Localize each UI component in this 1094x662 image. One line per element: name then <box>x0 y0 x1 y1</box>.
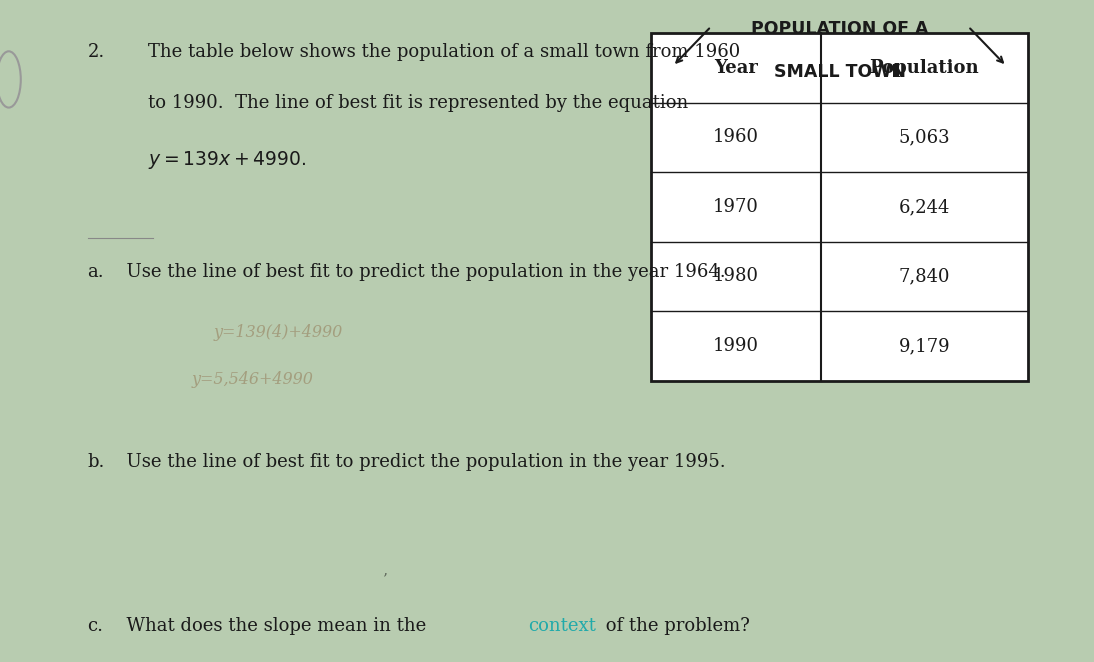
Text: 7,840: 7,840 <box>898 267 951 285</box>
Text: b.: b. <box>88 453 105 471</box>
Text: Population: Population <box>870 59 979 77</box>
Text: c.: c. <box>88 617 104 635</box>
Text: The table below shows the population of a small town from 1960: The table below shows the population of … <box>148 43 740 61</box>
Text: y=5,546+4990: y=5,546+4990 <box>191 371 313 388</box>
Text: Use the line of best fit to predict the population in the year 1995.: Use the line of best fit to predict the … <box>115 453 725 471</box>
Text: 1960: 1960 <box>712 128 759 146</box>
Text: 1980: 1980 <box>712 267 759 285</box>
Text: 1970: 1970 <box>713 198 758 216</box>
Text: context: context <box>528 617 596 635</box>
Text: 1990: 1990 <box>712 337 759 355</box>
Text: What does the slope mean in the: What does the slope mean in the <box>115 617 432 635</box>
Text: $y = 139x + 4990.$: $y = 139x + 4990.$ <box>148 149 305 171</box>
Text: Year: Year <box>713 59 758 77</box>
Text: y=139(4)+4990: y=139(4)+4990 <box>213 324 342 342</box>
Text: ’: ’ <box>383 573 387 587</box>
Ellipse shape <box>0 51 21 107</box>
Text: 6,244: 6,244 <box>899 198 950 216</box>
Text: POPULATION OF A: POPULATION OF A <box>750 20 929 38</box>
Text: to 1990.  The line of best fit is represented by the equation: to 1990. The line of best fit is represe… <box>148 94 688 112</box>
Text: of the problem?: of the problem? <box>600 617 749 635</box>
Text: 2.: 2. <box>88 43 105 61</box>
Text: 9,179: 9,179 <box>898 337 951 355</box>
Text: Use the line of best fit to predict the population in the year 1964.: Use the line of best fit to predict the … <box>115 263 725 281</box>
Text: 5,063: 5,063 <box>898 128 951 146</box>
Bar <box>651 33 1028 381</box>
Text: a.: a. <box>88 263 104 281</box>
Text: SMALL TOWN: SMALL TOWN <box>773 63 906 81</box>
